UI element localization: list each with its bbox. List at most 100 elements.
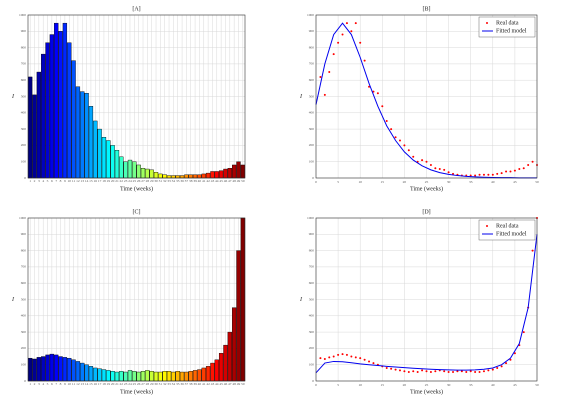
data-point [478, 371, 481, 374]
x-tick-label: 12 [76, 382, 80, 386]
x-tick-label: 45 [513, 383, 517, 387]
fitted-line [315, 22, 537, 179]
x-tick-label: 23 [124, 382, 128, 386]
x-tick-label: 40 [491, 180, 495, 184]
x-tick-label: 33 [167, 179, 171, 183]
legend-box [478, 16, 536, 38]
bar [188, 371, 193, 382]
y-tick-label: 0 [24, 379, 26, 383]
x-tick-label: 40 [198, 382, 202, 386]
y-tick-label: 1000 [19, 13, 26, 17]
bar [32, 94, 37, 179]
y-tick-label: 800 [309, 45, 315, 49]
y-tick-label: 800 [21, 248, 27, 252]
x-tick-label: 16 [94, 179, 98, 183]
x-tick-label: 22 [120, 382, 124, 386]
x-tick-label: 5 [47, 179, 49, 183]
data-point [531, 249, 534, 252]
bar [179, 371, 185, 382]
x-tick-label: 36 [180, 179, 184, 183]
x-tick-label: 43 [211, 179, 215, 183]
data-point [394, 136, 397, 139]
x-tick-label: 26 [137, 179, 141, 183]
plot-frame [27, 14, 246, 179]
data-point [500, 172, 503, 175]
data-point [527, 163, 530, 166]
bar [93, 367, 98, 382]
bar [240, 164, 245, 179]
bar [58, 31, 63, 179]
x-tick-label: 15 [381, 383, 385, 387]
data-point [385, 119, 388, 122]
bar [179, 175, 185, 179]
x-tick-label: 28 [146, 179, 150, 183]
data-point [323, 93, 326, 96]
bar [54, 22, 59, 179]
x-tick-label: 15 [89, 179, 93, 183]
bar [223, 168, 228, 179]
bar [123, 161, 128, 179]
data-point [434, 167, 437, 170]
y-tick-label: 600 [309, 78, 315, 82]
x-tick-label: 33 [167, 382, 171, 386]
x-tick-label: 6 [51, 382, 53, 386]
x-tick-label: 6 [51, 179, 53, 183]
fitted-line [315, 234, 538, 374]
bar [205, 366, 211, 382]
bar [114, 371, 120, 382]
bar [210, 362, 215, 382]
bar [123, 371, 128, 382]
data-point [447, 371, 450, 374]
x-tick-label: 20 [403, 383, 407, 387]
x-tick-label: 10 [67, 382, 71, 386]
bar [75, 86, 81, 179]
x-tick-label: 46 [224, 382, 228, 386]
data-point [381, 105, 384, 108]
bar [140, 168, 146, 179]
bar [67, 42, 72, 179]
y-tick-label: 1000 [307, 13, 314, 17]
x-tick-label: 5 [47, 382, 49, 386]
x-tick-label: 40 [198, 179, 202, 183]
x-tick-label: 41 [202, 382, 206, 386]
x-tick-label: 4 [42, 179, 44, 183]
x-tick-label: 9 [64, 382, 66, 386]
data-point [465, 371, 468, 374]
y-tick-label: 300 [21, 127, 27, 131]
bar [119, 371, 124, 382]
bar [71, 359, 76, 382]
x-tick-label: 28 [146, 382, 150, 386]
data-point [354, 356, 357, 359]
y-tick-label: 500 [309, 297, 315, 301]
x-axis-label: Time (weeks) [410, 388, 443, 395]
bar [127, 159, 133, 179]
y-tick-label: 0 [312, 176, 314, 180]
y-tick-label: 900 [21, 232, 27, 236]
bar [184, 174, 189, 179]
bar [110, 371, 115, 382]
bar [101, 369, 107, 382]
bar [97, 128, 102, 179]
data-point [513, 169, 516, 172]
bar [114, 150, 120, 179]
bar [197, 174, 202, 179]
x-tick-label: 18 [102, 382, 106, 386]
data-point [403, 370, 406, 373]
data-point [328, 356, 331, 359]
x-tick-label: 30 [154, 382, 158, 386]
x-tick-label: 25 [133, 179, 137, 183]
data-point [421, 159, 424, 162]
data-point [412, 155, 415, 158]
data-point [412, 370, 415, 373]
x-tick-label: 35 [176, 382, 180, 386]
y-tick-label: 900 [309, 232, 315, 236]
x-tick-label: 29 [150, 382, 154, 386]
x-tick-label: 7 [55, 179, 57, 183]
data-point [398, 369, 401, 372]
data-point [474, 371, 477, 374]
bar [32, 358, 37, 382]
y-tick-label: 700 [309, 265, 315, 269]
x-tick-label: 17 [98, 179, 102, 183]
y-tick-label: 100 [21, 159, 27, 163]
y-tick-label: 0 [24, 176, 26, 180]
